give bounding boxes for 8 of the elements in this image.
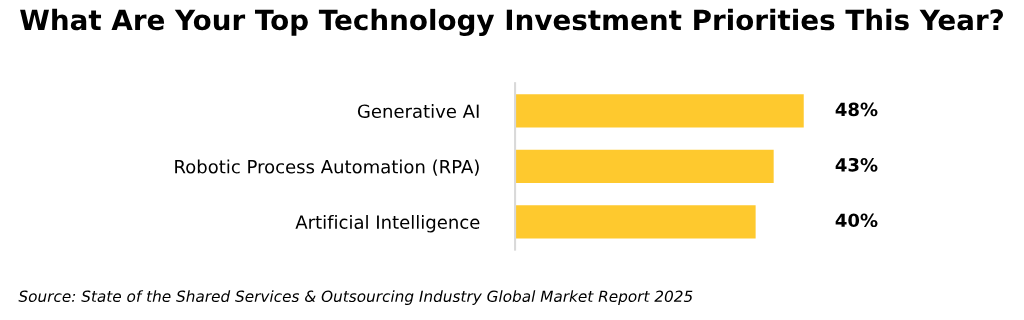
data-label: 43%	[835, 157, 878, 172]
data-label: 48%	[835, 102, 878, 117]
y-tick-label: Artificial Intelligence	[295, 215, 480, 233]
y-tick-label: Generative AI	[357, 104, 479, 119]
source-note: Source: State of the Shared Services & Outsourcing Industry Global Market Report 2025	[18, 290, 693, 305]
data-label: 40%	[835, 213, 878, 228]
chart-title: What Are Your Top Technology Investment Priorities This Year?	[20, 8, 1003, 36]
y-tick-label: Robotic Process Automation (RPA)	[175, 159, 479, 176]
